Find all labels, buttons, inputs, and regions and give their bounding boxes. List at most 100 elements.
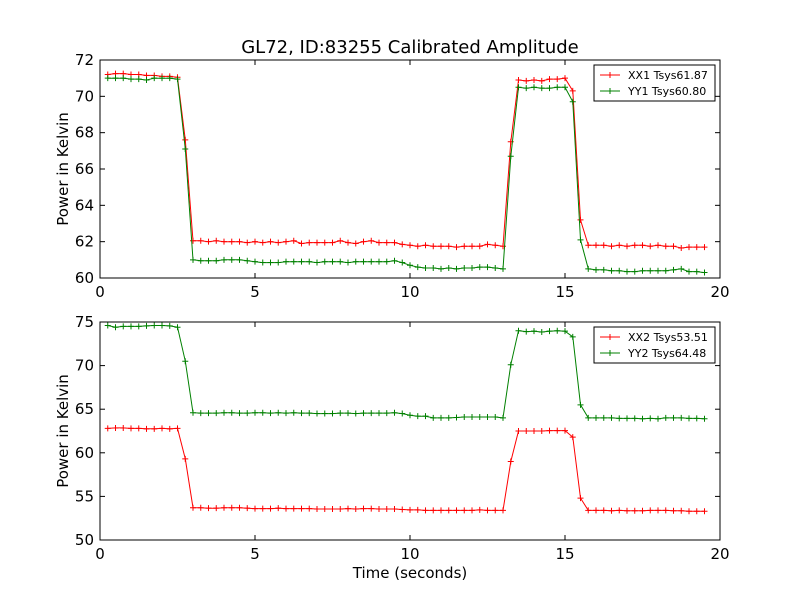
top-series-1-point [538, 77, 545, 84]
bottom-series-1-point [476, 506, 483, 513]
bottom-series-2-point [104, 322, 111, 329]
top-series-1-point [329, 239, 336, 246]
top-legend-frame [593, 64, 716, 102]
bottom-series-1-point [453, 507, 460, 514]
bottom-series-1-point [445, 507, 452, 514]
bottom-series-2-point [360, 410, 367, 417]
top-series-2-point [360, 258, 367, 265]
bottom-ticks: 0 5 10 15 20 50 55 60 65 70 75 [75, 313, 730, 563]
bottom-series-2-point [670, 414, 677, 421]
bottom-series-2-point [662, 414, 669, 421]
top-series-2-point [159, 75, 165, 82]
top-series-1-point [492, 242, 499, 249]
top-series-1-point [562, 75, 568, 82]
top-series-2-point [686, 268, 692, 275]
bottom-series-1-point [174, 425, 181, 432]
bottom-xtick-label: 0 [95, 545, 105, 563]
top-series-1-point [678, 245, 685, 252]
top-legend-label: YY1 Tsys60.80 [627, 85, 706, 98]
top-series-2-point [221, 256, 227, 263]
bottom-series-1-point [190, 504, 196, 511]
bottom-legend-marker [607, 334, 613, 340]
bottom-series-2-point [484, 414, 491, 421]
top-series-1 [104, 70, 708, 252]
bottom-series-1-point [337, 506, 344, 513]
bottom-series-1-point [205, 505, 212, 512]
bottom-series-2-point [476, 414, 483, 421]
top-series-1-point [283, 238, 289, 245]
bottom-series-2-point [236, 410, 243, 417]
bottom-legend-label: YY2 Tsys64.48 [627, 347, 706, 360]
top-series-2-point [484, 264, 491, 271]
top-ytick-label: 70 [75, 87, 94, 105]
top-series-1-point [267, 238, 274, 245]
bottom-series-2-point [259, 409, 266, 416]
bottom-ytick-label: 55 [75, 487, 94, 505]
bottom-series-1-point [267, 505, 274, 512]
bottom-ytick-label: 70 [75, 357, 94, 375]
top-series-1-point [399, 241, 406, 248]
top-series-2-point [600, 266, 607, 273]
top-series-1-point [600, 242, 607, 249]
bottom-series-2-point [391, 409, 398, 416]
top-series-1-point [252, 238, 258, 245]
top-series-2-point [290, 258, 297, 265]
top-series-2-point [329, 258, 336, 265]
bottom-series-2-point [523, 328, 530, 335]
top-xtick-label: 0 [95, 283, 105, 301]
top-series-1-point [631, 242, 638, 249]
bottom-series-2-point [407, 412, 413, 419]
top-series-1-point [445, 243, 452, 250]
bottom-series-2-point [221, 409, 227, 416]
top-series-2-point [345, 259, 351, 266]
top-series-1-point [469, 243, 475, 250]
bottom-series-2-point [298, 410, 305, 417]
bottom-series-1-point [686, 508, 692, 515]
top-series-2-point [182, 146, 189, 153]
bottom-series-1-point [143, 425, 150, 432]
top-series-2-point [492, 265, 499, 272]
top-series-2-point [461, 265, 468, 272]
top-series-1-point [290, 237, 297, 244]
top-ytick-label: 66 [75, 160, 94, 178]
top-series-1-point [228, 238, 235, 245]
bottom-series-2-point [507, 361, 514, 368]
bottom-series-1-point [376, 506, 382, 513]
bottom-series-1-point [484, 507, 491, 514]
top-series-1-point [577, 216, 584, 223]
bottom-legend-item: YY2 Tsys64.48 [600, 347, 706, 360]
bottom-series-2-point [112, 324, 119, 331]
top-series-2-point [190, 256, 196, 263]
top-series-2-point [376, 258, 382, 265]
bottom-series-2-point [399, 410, 406, 417]
top-series-2-point [701, 269, 708, 276]
bottom-series-1-point [647, 507, 654, 514]
top-series-2-point [562, 84, 568, 91]
top-series-1-point [453, 244, 460, 251]
top-series-2-point [236, 256, 243, 263]
top-series-1-point [306, 239, 313, 246]
bottom-series-2-point [190, 409, 196, 416]
top-series-2-point [422, 265, 429, 272]
bottom-series-2-point [213, 410, 220, 417]
bottom-series-2-point [275, 409, 282, 416]
bottom-series-2-point [701, 415, 708, 422]
top-series-2-point [476, 264, 483, 271]
bottom-series-1-point [182, 455, 189, 462]
bottom-series-2-point [368, 410, 375, 417]
top-series-1-point [546, 76, 553, 83]
bottom-series-2-point [461, 414, 468, 421]
bottom-series-2-point [329, 410, 336, 417]
bottom-series-1 [104, 424, 708, 515]
top-legend: XX1 Tsys61.87 YY1 Tsys60.80 [593, 64, 716, 102]
top-series-1-point [337, 237, 344, 244]
bottom-series-1-point [639, 507, 646, 514]
bottom-series-2-point [678, 414, 685, 421]
top-series-2-point [585, 265, 592, 272]
bottom-series-1-point [469, 507, 475, 514]
top-series-1-point [647, 243, 654, 250]
top-ytick-label: 68 [75, 124, 94, 142]
bottom-series-1-point [562, 427, 568, 434]
bottom-series-2-point [693, 415, 700, 422]
